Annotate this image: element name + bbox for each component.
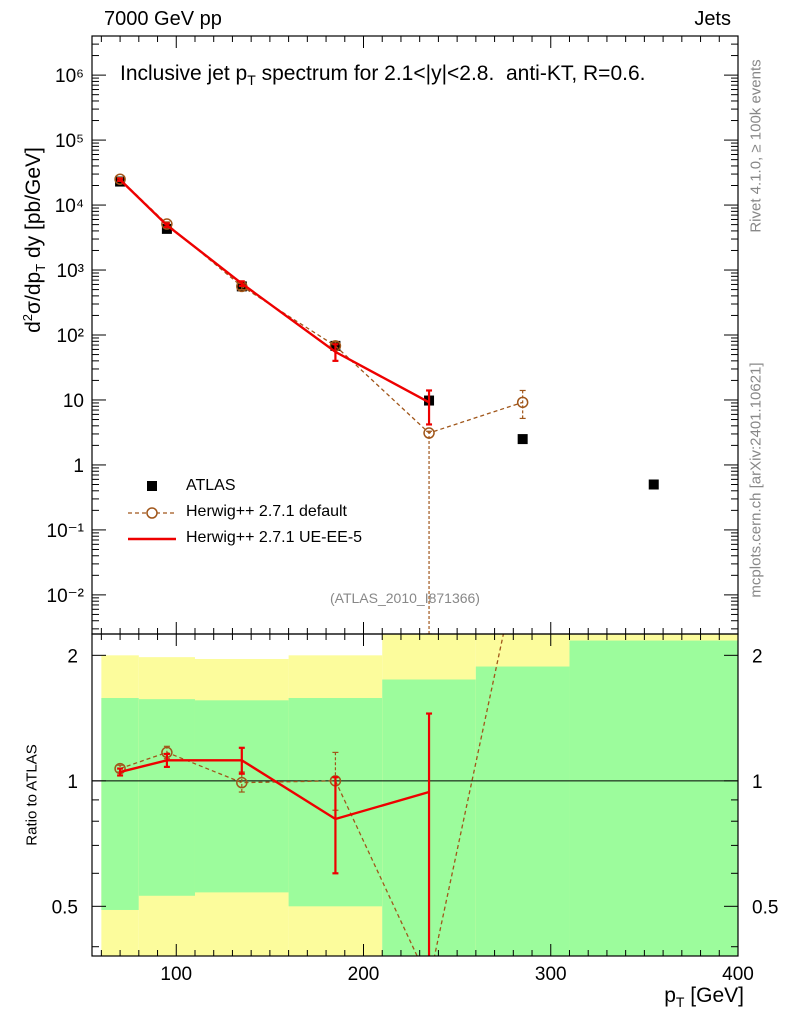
main-y-tick-label--2: 10⁻²	[47, 586, 85, 607]
plot-title: Inclusive jet pT spectrum for 2.1<|y|<2.…	[120, 62, 646, 89]
herwig-default-line	[119, 178, 523, 434]
main-y-tick-label-6: 10⁶	[55, 66, 84, 87]
herwig-ueee5-line	[119, 178, 430, 404]
herwig-default-point-1	[161, 218, 173, 230]
mcplots-label: mcplots.cern.ch [arXiv:2401.10621]	[747, 362, 765, 598]
x-tick-label-100: 100	[160, 964, 192, 985]
herwig-default-point-4	[423, 427, 435, 439]
main-y-tick-label--1: 10⁻¹	[47, 521, 85, 542]
ratio-y-tick-label-left-2: 2	[67, 646, 78, 667]
ratio-y-tick-label-left-1: 1	[67, 772, 78, 793]
ratio-band-inner-0	[101, 698, 139, 910]
herwig-default-point-5	[516, 396, 529, 409]
header-observable-label: Jets	[694, 8, 731, 30]
ratio-frame	[91, 633, 739, 957]
main-y-axis-label: d2σ/dpT dy [pb/GeV]	[19, 147, 49, 333]
legend-marker-herwig-default	[146, 507, 158, 519]
ratio-uncertainty-bands	[101, 634, 738, 956]
ratio-herwig-default-point-2	[236, 776, 248, 789]
ratio-y-tick-label-right-0.5: 0.5	[752, 897, 778, 918]
legend-label-herwig-default: Herwig++ 2.7.1 default	[186, 503, 347, 520]
main-y-tick-label-1: 10	[63, 391, 84, 412]
legend-marker-atlas	[147, 481, 157, 491]
rivet-version-label: Rivet 4.1.0, ≥ 100k events	[747, 59, 765, 233]
analysis-id-label: (ATLAS_2010_I871366)	[330, 590, 480, 606]
x-axis-label: pT [GeV]	[664, 984, 744, 1011]
ratio-herwig-default-line	[119, 634, 505, 956]
ratio-band-inner-5	[475, 666, 570, 956]
main-y-tick-label-5: 10⁵	[55, 131, 84, 152]
ratio-herwig-default-point-5	[518, 539, 528, 549]
legend-label-herwig-ueee5: Herwig++ 2.7.1 UE-EE-5	[186, 529, 363, 546]
main-y-tick-label-4: 10⁴	[55, 196, 84, 217]
axes-frames: 100 200 300 400 10⁻² 10⁻¹ 1 10 10² 10³ 10⁴ 10⁵ 10⁶ 0.…	[47, 35, 778, 985]
ratio-y-tick-label-right-2: 2	[752, 646, 763, 667]
x-tick-label-200: 200	[348, 964, 380, 985]
ratio-panel-content	[92, 539, 738, 987]
legend-label-atlas: ATLAS	[186, 477, 236, 494]
ratio-y-tick-label-right-1: 1	[752, 772, 763, 793]
x-tick-label-300: 300	[535, 964, 567, 985]
main-y-tick-label-2: 10²	[57, 326, 84, 347]
x-tick-label-400: 400	[722, 964, 754, 985]
header-collision-label: 7000 GeV pp	[104, 8, 222, 30]
ratio-y-axis-label: Ratio to ATLAS	[23, 744, 41, 846]
ratio-band-inner-6	[569, 640, 738, 956]
legend	[128, 481, 176, 541]
herwig-default-point-0	[114, 173, 126, 185]
atlas-point-6	[648, 479, 659, 490]
ratio-y-tick-label-left-0.5: 0.5	[52, 897, 78, 918]
ratio-herwig-default-point-4	[424, 977, 434, 987]
ratio-band-inner-2	[194, 700, 289, 893]
main-panel-content	[114, 173, 659, 634]
ratio-band-inner-1	[138, 699, 195, 896]
main-y-tick-label-0: 1	[73, 456, 84, 477]
atlas-point-5	[517, 434, 528, 445]
main-y-tick-label-3: 10³	[57, 261, 84, 282]
